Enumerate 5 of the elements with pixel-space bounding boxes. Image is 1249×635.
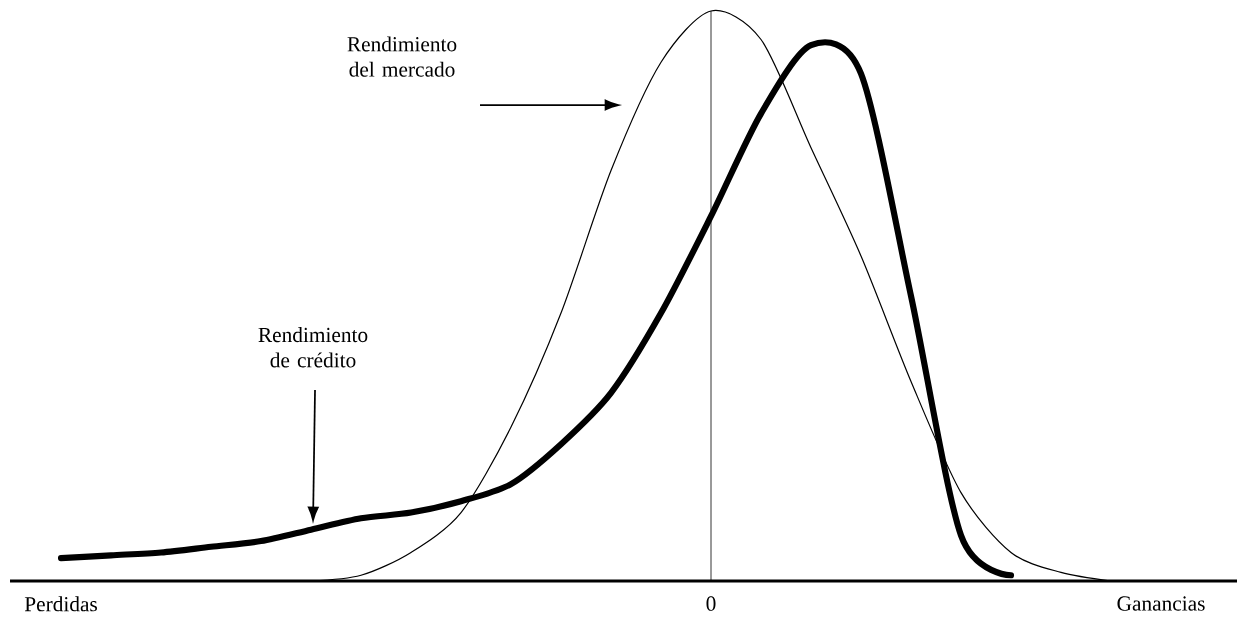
annotation: Rendimiento del mercado [347,36,457,77]
x-tick-label: Perdidas [24,596,97,612]
x-tick-label: 0 [706,596,716,611]
annotation: Rendimiento de crédito [258,327,368,368]
x-tick-label: Ganancias [1117,596,1205,611]
